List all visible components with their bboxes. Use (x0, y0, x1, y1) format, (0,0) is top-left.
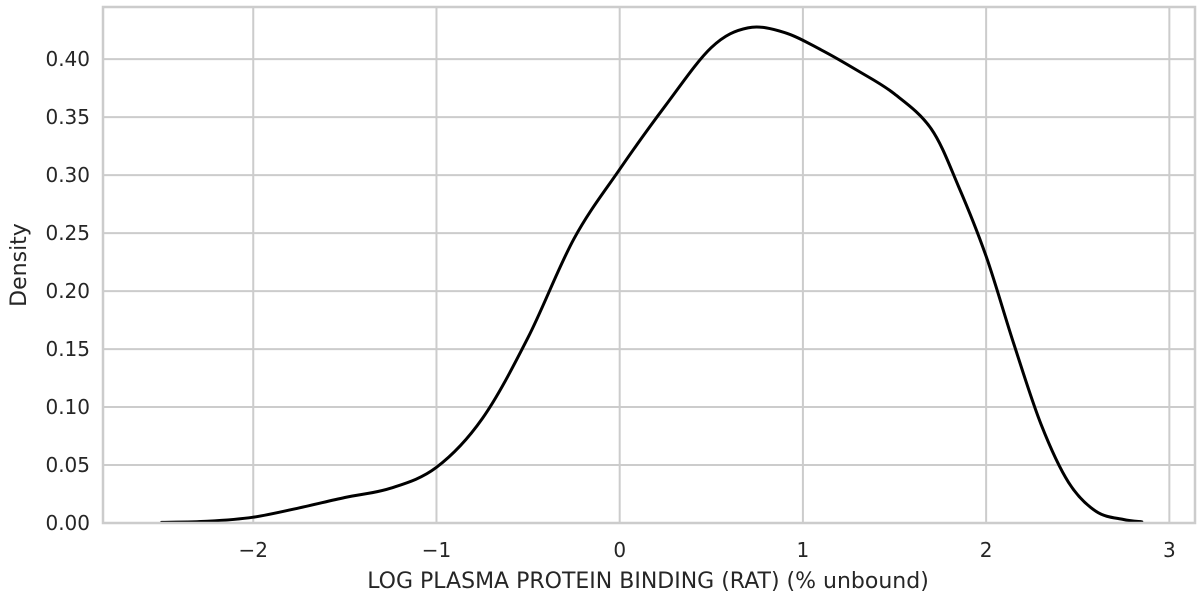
y-tick-label: 0.35 (45, 105, 90, 129)
series-layer (160, 25, 1144, 524)
y-tick-label: 0.00 (45, 511, 90, 535)
x-tick-label: 1 (797, 538, 810, 562)
x-tick-label: 2 (980, 538, 993, 562)
x-axis-label: LOG PLASMA PROTEIN BINDING (RAT) (% unbo… (367, 569, 929, 594)
x-tick-label: −1 (422, 538, 451, 562)
y-tick-label: 0.20 (45, 279, 90, 303)
x-tick-label: −2 (238, 538, 267, 562)
y-tick-label: 0.40 (45, 47, 90, 71)
y-axis-label: Density (7, 223, 32, 307)
grid-layer (103, 7, 1195, 524)
y-tick-label: 0.10 (45, 395, 90, 419)
x-tick-label: 3 (1163, 538, 1176, 562)
y-tick-label: 0.15 (45, 337, 90, 361)
x-tick-label: 0 (613, 538, 626, 562)
density-curve (160, 25, 1144, 524)
plot-frame (101, 5, 1197, 525)
y-tick-label: 0.30 (45, 163, 90, 187)
y-tick-label: 0.25 (45, 221, 90, 245)
tick-layer: −2 −1 0 1 2 3 0.00 0.05 0.10 0.15 0.20 0.25 0.30 0.35… (45, 47, 1175, 562)
y-tick-label: 0.05 (45, 453, 90, 477)
